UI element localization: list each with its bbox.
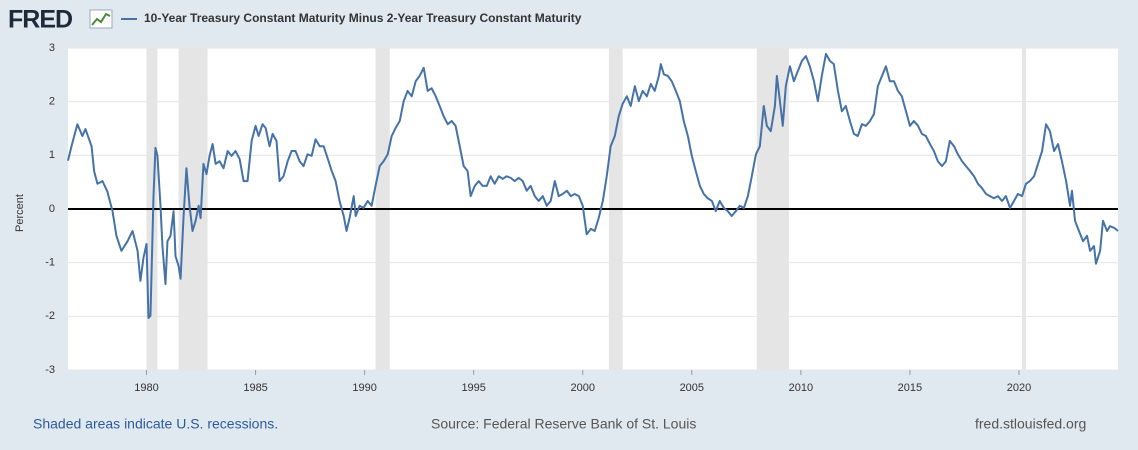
legend-label: 10-Year Treasury Constant Maturity Minus… <box>144 11 582 25</box>
x-tick-label: 2000 <box>571 382 595 394</box>
logo: FRED <box>8 6 72 34</box>
y-tick-label: 2 <box>49 96 55 108</box>
source: Source: Federal Reserve Bank of St. Loui… <box>431 416 696 432</box>
series-line <box>67 52 1119 319</box>
recession-note[interactable]: Shaded areas indicate U.S. recessions. <box>33 416 278 432</box>
x-tick-label: 1990 <box>352 382 376 394</box>
y-tick-label: 1 <box>49 149 55 161</box>
x-tick-label: 2020 <box>1007 382 1031 394</box>
y-tick-label: -1 <box>45 257 55 269</box>
x-tick-label: 1980 <box>134 382 158 394</box>
x-tick-label: 1985 <box>243 382 267 394</box>
y-tick-label: 3 <box>49 42 55 54</box>
x-tick-label: 2010 <box>789 382 813 394</box>
y-axis-label: Percent <box>14 194 26 232</box>
x-tick-label: 2015 <box>898 382 922 394</box>
y-tick-label: -2 <box>45 310 55 322</box>
logo-icon <box>89 9 113 29</box>
y-tick-label: -3 <box>45 364 55 376</box>
y-tick-label: 0 <box>49 203 55 215</box>
x-tick-label: 1995 <box>461 382 485 394</box>
x-tick-label: 2005 <box>680 382 704 394</box>
url[interactable]: fred.stlouisfed.org <box>975 416 1086 432</box>
